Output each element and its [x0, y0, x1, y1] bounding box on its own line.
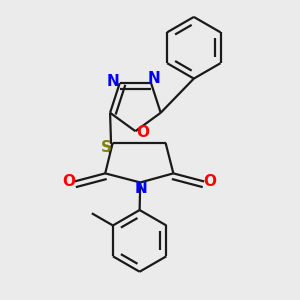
Text: O: O — [62, 174, 75, 189]
Text: O: O — [136, 125, 149, 140]
Text: S: S — [101, 140, 112, 155]
Text: N: N — [107, 74, 120, 89]
Text: N: N — [147, 71, 160, 86]
Text: N: N — [134, 182, 147, 196]
Text: O: O — [203, 174, 217, 189]
